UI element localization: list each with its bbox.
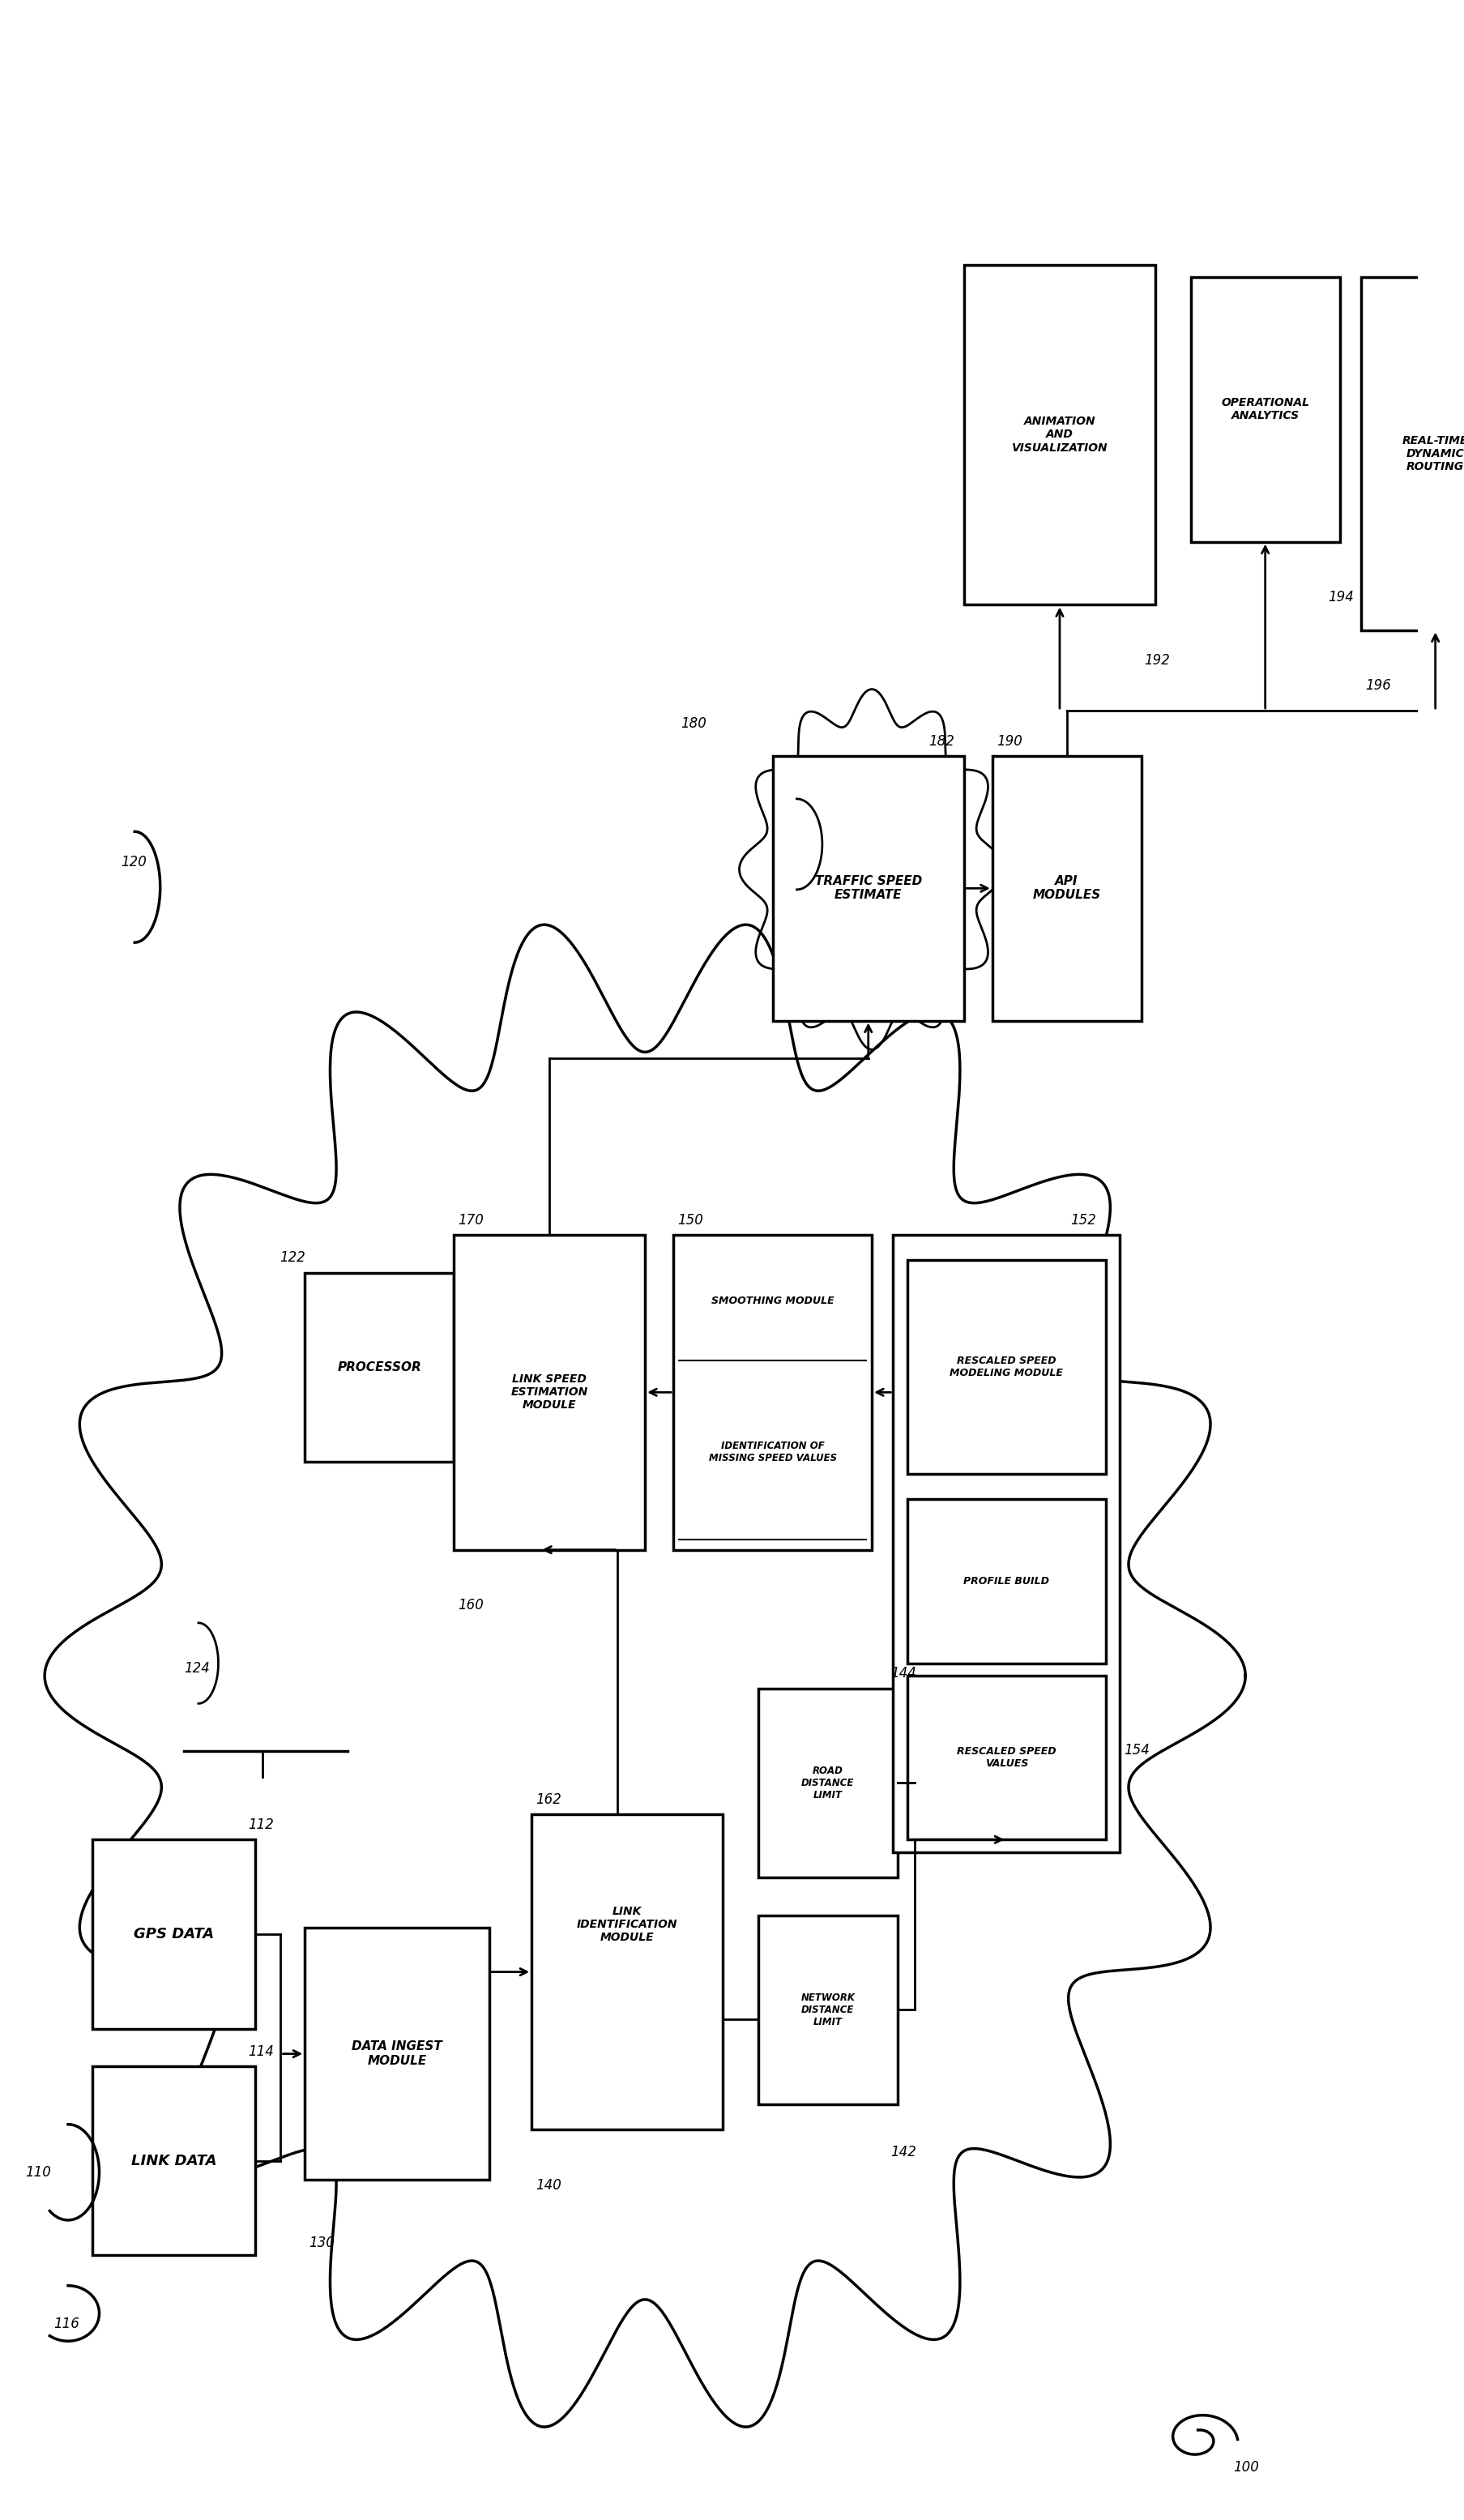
Text: 114: 114 — [247, 2044, 274, 2059]
FancyBboxPatch shape — [906, 1499, 1105, 1663]
Text: 154: 154 — [1123, 1744, 1149, 1759]
Text: 144: 144 — [890, 1666, 915, 1681]
Text: DATA INGEST
MODULE: DATA INGEST MODULE — [351, 2041, 442, 2066]
Text: PROFILE BUILD: PROFILE BUILD — [963, 1575, 1048, 1588]
FancyBboxPatch shape — [893, 1235, 1120, 1852]
Text: 124: 124 — [184, 1661, 209, 1676]
Text: LINK SPEED
ESTIMATION
MODULE: LINK SPEED ESTIMATION MODULE — [511, 1373, 587, 1411]
Text: GPS DATA: GPS DATA — [133, 1928, 214, 1940]
FancyBboxPatch shape — [92, 1840, 255, 2029]
FancyBboxPatch shape — [673, 1235, 871, 1550]
Text: 190: 190 — [996, 733, 1022, 748]
FancyBboxPatch shape — [758, 1915, 897, 2104]
Text: 122: 122 — [280, 1250, 305, 1265]
FancyBboxPatch shape — [305, 1273, 454, 1462]
Text: API
MODULES: API MODULES — [1032, 874, 1101, 902]
FancyBboxPatch shape — [991, 756, 1140, 1021]
Text: 182: 182 — [928, 733, 955, 748]
FancyBboxPatch shape — [1360, 277, 1464, 630]
Text: 162: 162 — [536, 1792, 561, 1807]
Text: ANIMATION
AND
VISUALIZATION: ANIMATION AND VISUALIZATION — [1012, 416, 1107, 454]
Text: RESCALED SPEED
VALUES: RESCALED SPEED VALUES — [956, 1746, 1056, 1769]
Text: ROAD
DISTANCE
LIMIT: ROAD DISTANCE LIMIT — [801, 1767, 854, 1799]
Text: 150: 150 — [678, 1212, 703, 1227]
Text: 110: 110 — [25, 2165, 51, 2180]
Text: 180: 180 — [681, 716, 706, 731]
Text: PROCESSOR: PROCESSOR — [337, 1361, 422, 1373]
Text: 116: 116 — [54, 2316, 79, 2331]
FancyBboxPatch shape — [454, 1235, 644, 1550]
Text: 196: 196 — [1364, 678, 1391, 693]
Text: IDENTIFICATION OF
MISSING SPEED VALUES: IDENTIFICATION OF MISSING SPEED VALUES — [709, 1441, 836, 1464]
Text: 100: 100 — [1233, 2460, 1259, 2475]
Text: 140: 140 — [536, 2177, 561, 2192]
Text: LINK DATA: LINK DATA — [130, 2155, 217, 2167]
FancyBboxPatch shape — [906, 1260, 1105, 1474]
Text: 194: 194 — [1328, 590, 1353, 605]
Text: NETWORK
DISTANCE
LIMIT: NETWORK DISTANCE LIMIT — [801, 1993, 855, 2026]
Text: OPERATIONAL
ANALYTICS: OPERATIONAL ANALYTICS — [1221, 398, 1309, 421]
FancyBboxPatch shape — [906, 1676, 1105, 1840]
FancyBboxPatch shape — [772, 756, 963, 1021]
Text: 170: 170 — [458, 1212, 483, 1227]
Text: 120: 120 — [120, 854, 146, 869]
Text: 112: 112 — [247, 1817, 274, 1832]
Text: RESCALED SPEED
MODELING MODULE: RESCALED SPEED MODELING MODULE — [949, 1356, 1063, 1378]
FancyBboxPatch shape — [305, 1928, 489, 2180]
Text: LINK
IDENTIFICATION
MODULE: LINK IDENTIFICATION MODULE — [577, 1905, 678, 1943]
FancyBboxPatch shape — [531, 1814, 723, 2129]
FancyBboxPatch shape — [1190, 277, 1340, 542]
FancyBboxPatch shape — [963, 265, 1155, 605]
Text: 142: 142 — [890, 2145, 915, 2160]
FancyBboxPatch shape — [92, 2066, 255, 2255]
Text: TRAFFIC SPEED
ESTIMATE: TRAFFIC SPEED ESTIMATE — [814, 874, 921, 902]
Text: 192: 192 — [1143, 653, 1170, 668]
FancyBboxPatch shape — [758, 1688, 897, 1877]
Text: REAL-TIME
DYNAMIC
ROUTING: REAL-TIME DYNAMIC ROUTING — [1401, 436, 1464, 471]
Text: SMOOTHING MODULE: SMOOTHING MODULE — [712, 1295, 833, 1305]
Text: 130: 130 — [309, 2235, 335, 2250]
Text: 160: 160 — [458, 1598, 483, 1613]
Text: 152: 152 — [1070, 1212, 1095, 1227]
